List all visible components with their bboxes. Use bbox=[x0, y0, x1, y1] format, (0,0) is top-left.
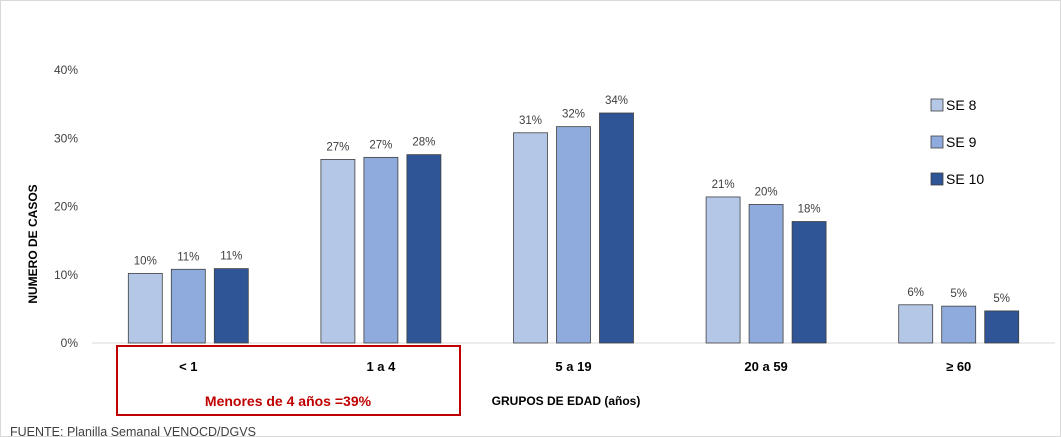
data-labels: 10% 11% 11% 27% 27% 28% 31% 32% 34% 21% 20% 18% 6% 5%… bbox=[134, 95, 1010, 305]
bar-se-8 bbox=[898, 304, 934, 344]
callout-box bbox=[116, 345, 461, 416]
legend-swatch bbox=[930, 172, 944, 186]
y-tick-label: 30% bbox=[54, 131, 78, 145]
bar-se-10 bbox=[599, 112, 634, 344]
data-label: 21% bbox=[712, 179, 735, 191]
bar-se-10 bbox=[213, 268, 249, 344]
x-category-label: 1 a 4 bbox=[366, 359, 396, 374]
bar-se-10 bbox=[984, 310, 1020, 344]
bar-se-10 bbox=[406, 154, 442, 344]
x-category-label: ≥ 60 bbox=[946, 359, 971, 374]
callout-text: Menores de 4 años =39% bbox=[205, 393, 372, 409]
legend-swatch bbox=[930, 98, 944, 112]
y-tick-label: 0% bbox=[61, 336, 79, 350]
x-axis-title: GRUPOS DE EDAD (años) bbox=[492, 394, 641, 408]
legend: SE 8 SE 9 SE 10 bbox=[930, 97, 984, 187]
data-label: 27% bbox=[326, 141, 349, 153]
data-label: 10% bbox=[134, 255, 157, 267]
bar-se-9 bbox=[941, 305, 977, 344]
bar-se-8 bbox=[705, 196, 741, 344]
data-label: 27% bbox=[369, 139, 392, 151]
legend-label: SE 9 bbox=[946, 134, 977, 150]
data-label: 20% bbox=[755, 186, 778, 198]
data-label: 11% bbox=[220, 251, 242, 263]
legend-label: SE 10 bbox=[946, 171, 984, 187]
data-label: 31% bbox=[519, 115, 542, 127]
bar-se-8 bbox=[513, 132, 548, 344]
bar-se-10 bbox=[791, 221, 827, 344]
data-label: 11% bbox=[177, 251, 199, 263]
data-label: 5% bbox=[993, 293, 1010, 305]
x-category-label: 5 a 19 bbox=[555, 359, 591, 374]
data-label: 5% bbox=[950, 288, 967, 300]
data-label: 32% bbox=[562, 109, 585, 121]
bar-se-9 bbox=[556, 126, 591, 344]
legend-swatch bbox=[930, 135, 944, 149]
data-label: 6% bbox=[907, 287, 924, 299]
data-label: 28% bbox=[412, 137, 435, 149]
y-tick-label: 20% bbox=[54, 200, 78, 214]
bars bbox=[127, 112, 1020, 344]
y-axis-ticks: 0% 10% 20% 30% 40% bbox=[54, 63, 78, 350]
bar-se-8 bbox=[127, 272, 163, 344]
x-category-label: < 1 bbox=[179, 359, 197, 374]
bar-se-9 bbox=[748, 204, 784, 344]
y-tick-label: 40% bbox=[54, 63, 78, 77]
x-axis-categories: < 1 1 a 4 5 a 19 20 a 59 ≥ 60 bbox=[179, 359, 971, 374]
data-label: 34% bbox=[605, 95, 628, 107]
bar-se-9 bbox=[363, 156, 399, 344]
y-axis-title: NUMERO DE CASOS bbox=[26, 184, 40, 303]
bar-se-9 bbox=[170, 268, 206, 344]
source-note: FUENTE: Planilla Semanal VENOCD/DGVS bbox=[10, 425, 256, 437]
legend-label: SE 8 bbox=[946, 97, 977, 113]
bar-se-8 bbox=[320, 159, 356, 344]
y-tick-label: 10% bbox=[54, 268, 78, 282]
data-label: 18% bbox=[798, 204, 821, 216]
x-category-label: 20 a 59 bbox=[744, 359, 787, 374]
